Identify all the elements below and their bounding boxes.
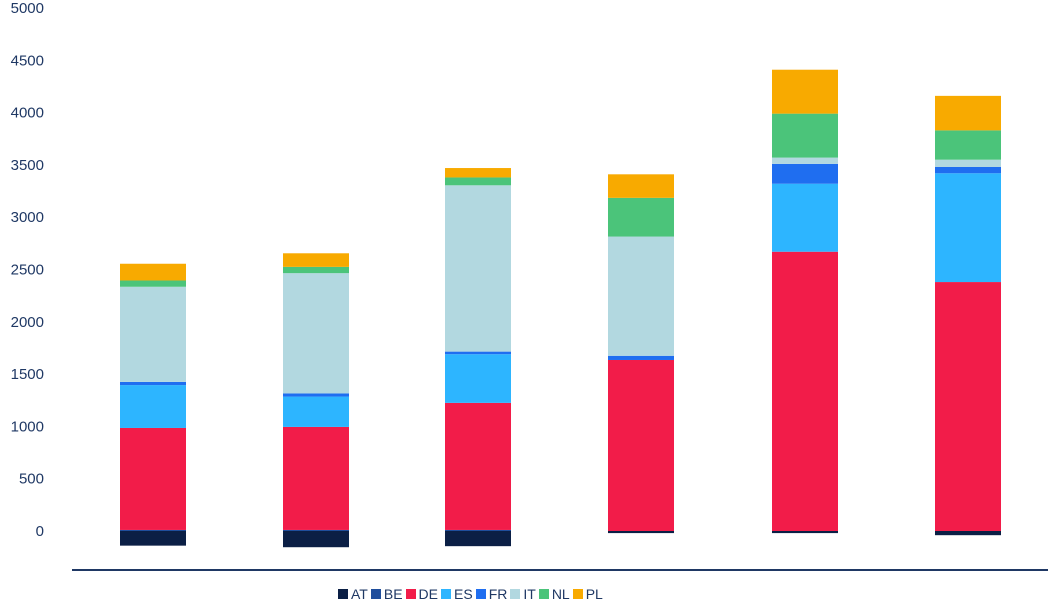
legend-swatch xyxy=(510,589,521,599)
y-tick-label: 3500 xyxy=(11,157,44,174)
legend-swatch xyxy=(370,589,381,599)
legend-swatch xyxy=(405,589,416,599)
legend-label: AT xyxy=(351,586,368,602)
legend-label: NL xyxy=(551,586,570,602)
legend-label: DE xyxy=(418,586,438,602)
bar-segment-at xyxy=(283,531,349,548)
bar-segment-de xyxy=(283,426,349,530)
bar-segment-nl xyxy=(120,280,186,287)
bar-segment-pl xyxy=(772,69,838,114)
bar-segment-es xyxy=(120,385,186,428)
bar-segment-be xyxy=(283,529,349,531)
bar-segment-it xyxy=(608,236,674,356)
legend-item-at: AT xyxy=(338,586,368,602)
bar-segment-nl xyxy=(445,177,511,186)
legend-swatch xyxy=(338,589,348,599)
bar-segment-de xyxy=(445,402,511,530)
legend-swatch xyxy=(441,589,451,599)
bar-segment-de xyxy=(935,282,1001,531)
bar-segment-pl xyxy=(283,253,349,267)
legend-item-fr: FR xyxy=(475,586,508,602)
bar-segment-it xyxy=(445,185,511,352)
bar-segment-it xyxy=(120,286,186,382)
bar-segment-pl xyxy=(120,263,186,281)
bar-segment-pl xyxy=(608,174,674,198)
bar-segment-nl xyxy=(935,130,1001,160)
y-tick-label: 3000 xyxy=(11,209,44,226)
bar-segment-de xyxy=(120,427,186,530)
legend-swatch xyxy=(572,589,583,599)
y-tick-label: 500 xyxy=(19,471,44,488)
y-tick-label: 4000 xyxy=(11,105,44,122)
legend-swatch xyxy=(475,589,486,599)
legend-item-es: ES xyxy=(441,586,473,602)
bar-segment-at xyxy=(935,531,1001,536)
bar-segment-es xyxy=(283,396,349,427)
bar-segment-fr xyxy=(935,166,1001,174)
legend-item-it: IT xyxy=(510,586,536,602)
y-tick-label: 1000 xyxy=(11,418,44,435)
legend-item-de: DE xyxy=(405,586,438,602)
bar-segment-fr xyxy=(445,351,511,355)
legend-item-pl: PL xyxy=(572,586,603,602)
bar-segment-be xyxy=(445,529,511,531)
y-tick-label: 2000 xyxy=(11,314,44,331)
legend-label: PL xyxy=(585,586,603,602)
bar-segment-at xyxy=(445,531,511,547)
bar-segment-fr xyxy=(120,381,186,386)
bar-stacks xyxy=(120,69,1001,548)
bar-segment-nl xyxy=(772,113,838,158)
bar-segment-fr xyxy=(283,393,349,397)
bar-segment-nl xyxy=(283,266,349,274)
bar-segment-at xyxy=(608,531,674,534)
y-tick-label: 1500 xyxy=(11,366,44,383)
bar-segment-es xyxy=(445,354,511,403)
y-tick-label: 5000 xyxy=(11,0,44,17)
legend-label: FR xyxy=(488,586,508,602)
legend-label: IT xyxy=(523,586,536,602)
bar-segment-nl xyxy=(608,197,674,237)
bar-segment-at xyxy=(772,531,838,534)
bar-segment-at xyxy=(120,531,186,546)
bar-segment-de xyxy=(608,359,674,531)
y-axis-ticks: 0 500 1000 1500 2000 2500 3000 3500 4000 4500 5000 xyxy=(11,0,44,540)
y-tick-label: 4500 xyxy=(11,52,44,69)
y-tick-label: 2500 xyxy=(11,262,44,279)
bar-segment-it xyxy=(935,159,1001,167)
bar-segment-fr xyxy=(772,163,838,184)
legend-label: ES xyxy=(454,586,473,602)
legend-swatch xyxy=(538,589,549,599)
bar-segment-es xyxy=(772,183,838,252)
bar-segment-es xyxy=(935,173,1001,283)
bar-segment-fr xyxy=(608,355,674,360)
bar-segment-pl xyxy=(445,168,511,178)
bar-segment-it xyxy=(772,157,838,164)
y-tick-label: 0 xyxy=(36,523,44,540)
bar-segment-de xyxy=(772,251,838,531)
legend-item-be: BE xyxy=(370,586,403,602)
legend-item-nl: NL xyxy=(538,586,570,602)
bar-segment-be xyxy=(120,529,186,531)
bar-segment-pl xyxy=(935,95,1001,131)
bar-segment-it xyxy=(283,273,349,394)
legend-label: BE xyxy=(383,586,403,602)
legend: AT BE DE ES FR IT NL PL xyxy=(338,586,606,602)
